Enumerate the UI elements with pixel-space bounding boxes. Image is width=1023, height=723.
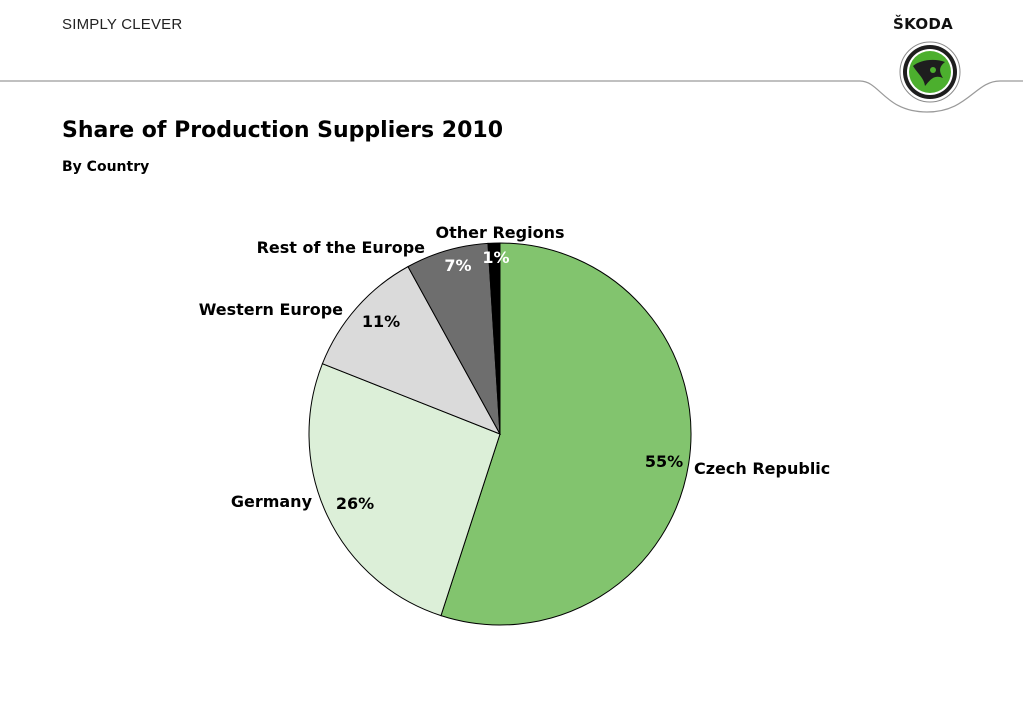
slogan-text: SIMPLY CLEVER	[62, 16, 183, 33]
category-label-western-europe: Western Europe	[199, 300, 343, 319]
category-label-germany: Germany	[231, 492, 313, 511]
pie-slice-germany	[308, 363, 501, 617]
pie-slice-czech-republic	[440, 242, 692, 626]
category-label-czech-republic: Czech Republic	[694, 459, 830, 478]
data-label-rest-of-the-europe: 7%	[444, 256, 471, 275]
data-label-other-regions: 1%	[482, 248, 509, 267]
category-label-rest-of-the-europe: Rest of the Europe	[257, 238, 426, 257]
pie-slice-other-regions	[487, 242, 501, 435]
data-label-western-europe: 11%	[362, 312, 400, 331]
skoda-logo-icon	[899, 41, 961, 103]
chart-subtitle: By Country	[62, 159, 150, 175]
brand-wordmark: ŠKODA	[893, 15, 954, 33]
category-label-other-regions: Other Regions	[436, 223, 565, 242]
chart-title: Share of Production Suppliers 2010	[62, 118, 503, 143]
data-label-czech-republic: 55%	[645, 452, 683, 471]
header-decoration	[0, 41, 1023, 113]
pie-slice-western-europe	[321, 265, 502, 435]
header-rule	[0, 80, 1023, 113]
data-label-germany: 26%	[336, 494, 374, 513]
